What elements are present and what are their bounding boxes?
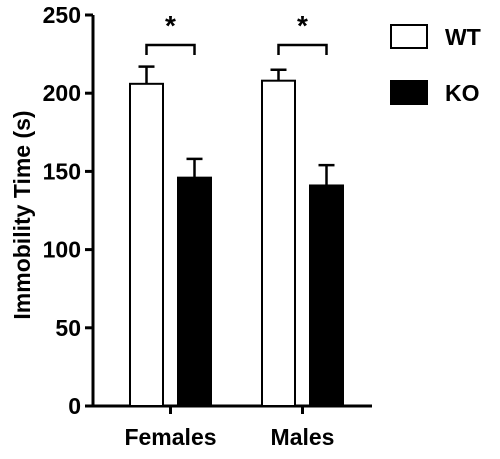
y-tick-label: 0 — [68, 393, 81, 419]
bar-wt-males — [261, 79, 296, 408]
bars — [129, 65, 344, 408]
significance-bracket — [277, 43, 328, 55]
legend-label-ko: KO — [445, 80, 480, 106]
y-tick-label: 200 — [43, 80, 81, 106]
significance-star: * — [165, 10, 176, 41]
bar-ko-females — [177, 176, 212, 407]
significance-bracket — [145, 43, 196, 55]
significance-star: * — [297, 10, 308, 41]
legend-swatch-wt — [390, 24, 428, 49]
bar-wt-females — [129, 82, 164, 407]
y-tick-label: 100 — [43, 237, 81, 263]
y-tick-label: 50 — [55, 315, 81, 341]
legend: WT KO — [390, 24, 481, 106]
y-tick-label: 250 — [43, 2, 81, 28]
legend-swatch-ko — [390, 80, 428, 105]
x-tick-label: Females — [124, 424, 216, 450]
significance-annotations: * * — [145, 10, 328, 55]
x-axis: Females Males — [91, 404, 372, 450]
y-axis-label: Immobility Time (s) — [9, 110, 35, 319]
y-tick-label: 150 — [43, 158, 81, 184]
bar-ko-males — [309, 184, 344, 407]
legend-label-wt: WT — [445, 24, 481, 50]
x-tick-label: Males — [271, 424, 335, 450]
y-axis: 0 50 100 150 200 250 — [43, 2, 95, 419]
